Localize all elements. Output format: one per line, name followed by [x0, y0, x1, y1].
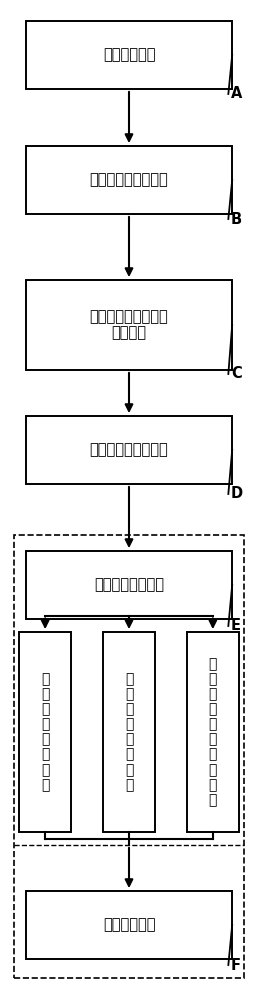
Text: 信
号
控
制
通
行
规
则
确
定: 信 号 控 制 通 行 规 则 确 定 — [209, 657, 217, 807]
Bar — [103, 632, 155, 832]
Bar — [26, 551, 232, 619]
Text: 信
号
控
制
时
长
计
算: 信 号 控 制 时 长 计 算 — [41, 672, 49, 792]
Text: D: D — [231, 487, 243, 502]
Bar — [26, 21, 232, 89]
Text: E: E — [231, 618, 241, 634]
Bar — [187, 632, 239, 832]
Text: 信号控制实施: 信号控制实施 — [103, 918, 155, 932]
Text: 信
号
控
制
相
序
确
定: 信 号 控 制 相 序 确 定 — [125, 672, 133, 792]
Text: 信号控制方案确定: 信号控制方案确定 — [94, 578, 164, 592]
Text: C: C — [231, 366, 242, 381]
Text: F: F — [231, 958, 241, 972]
Text: 缓冲区长度及停车线
位置确定: 缓冲区长度及停车线 位置确定 — [90, 309, 168, 341]
Bar — [26, 146, 232, 214]
Bar — [26, 891, 232, 959]
Text: 交通数据采集: 交通数据采集 — [103, 47, 155, 62]
Bar — [26, 280, 232, 370]
Bar — [26, 416, 232, 484]
Text: 加权平均加速度确定: 加权平均加速度确定 — [90, 172, 168, 188]
Text: B: B — [231, 212, 242, 227]
Text: 不可换道区长度确定: 不可换道区长度确定 — [90, 442, 168, 458]
Bar — [14, 535, 244, 978]
Bar — [19, 632, 71, 832]
Text: A: A — [231, 87, 242, 102]
